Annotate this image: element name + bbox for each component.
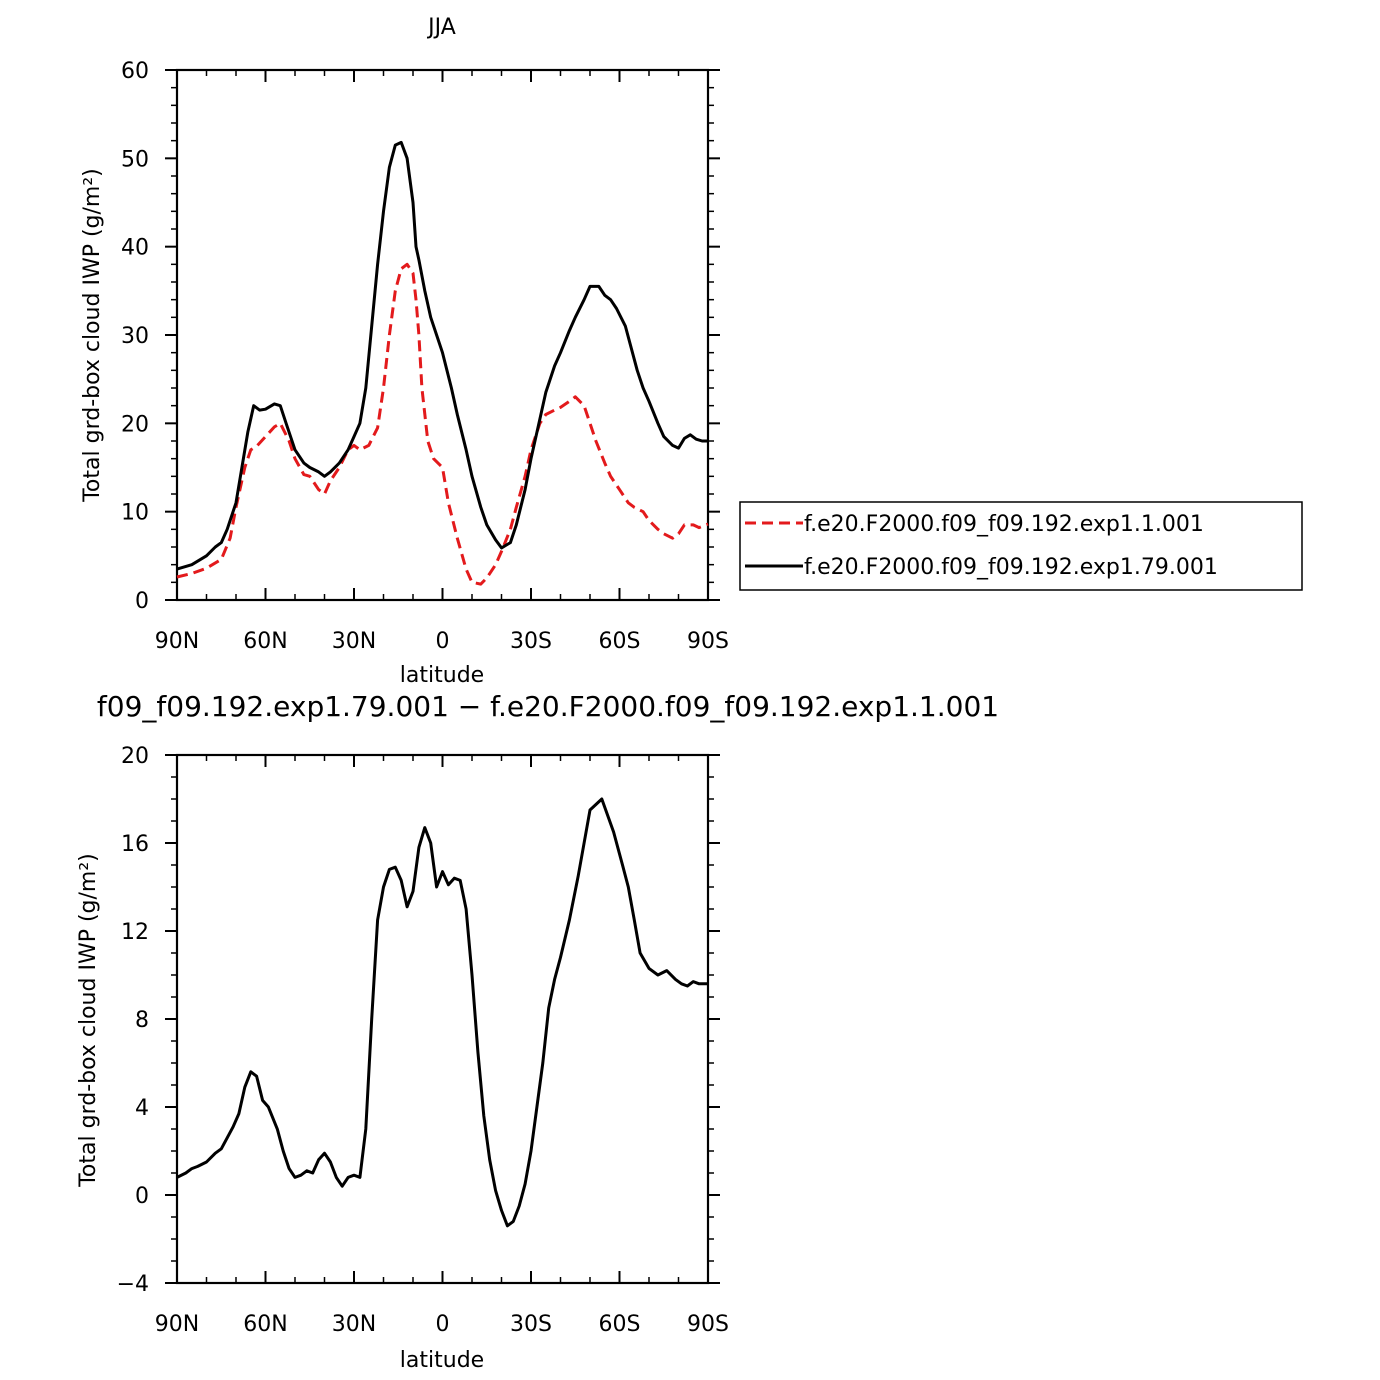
- bottom-y-axis-label: Total grd-box cloud IWP (g/m²): [76, 853, 101, 1188]
- legend: f.e20.F2000.f09_f09.192.exp1.1.001 f.e20…: [739, 501, 1303, 591]
- top-x-tick-label: 0: [436, 629, 450, 654]
- top-series-line-0: [176, 262, 709, 586]
- bottom-panel: f09_f09.192.exp1.79.001 − f.e20.F2000.f0…: [76, 690, 999, 1373]
- bottom-plot-frame: [175, 753, 710, 1285]
- legend-label-exp1-1: f.e20.F2000.f09_f09.192.exp1.1.001: [804, 512, 1204, 537]
- top-x-tick-label: 60N: [243, 629, 287, 654]
- legend-label-exp1-79: f.e20.F2000.f09_f09.192.exp1.79.001: [804, 555, 1218, 580]
- bottom-axis-ticks: 90N 60N 30N 0 30S 60S 90S −4 0 4 8 12 16 20: [117, 744, 729, 1337]
- top-y-tick-label: 40: [121, 236, 149, 261]
- bottom-y-tick-label: −4: [117, 1272, 149, 1297]
- top-y-axis-label: Total grd-box cloud IWP (g/m²): [80, 168, 105, 503]
- bottom-x-axis-label: latitude: [400, 1348, 484, 1373]
- top-series-line-1: [176, 140, 708, 571]
- top-series-lines: [176, 140, 709, 586]
- bottom-x-tick-label: 90S: [687, 1312, 729, 1337]
- top-x-tick-label: 90N: [155, 629, 199, 654]
- bottom-x-tick-label: 30N: [332, 1312, 376, 1337]
- bottom-x-tick-label: 0: [436, 1312, 450, 1337]
- top-axis-ticks: 90N 60N 30N 0 30S 60S 90S 0 10 20 30 40 50 60: [121, 59, 729, 654]
- bottom-x-tick-label: 30S: [510, 1312, 552, 1337]
- bottom-y-tick-label: 16: [121, 832, 149, 857]
- bottom-x-tick-label: 60N: [243, 1312, 287, 1337]
- top-panel: JJA 90N 60N 30N 0 30S 60S 90S 0 10 20 30 40 50 60 lat…: [80, 15, 729, 688]
- bottom-y-tick-label: 12: [121, 920, 149, 945]
- bottom-series-lines: [176, 797, 708, 1228]
- top-panel-title: JJA: [426, 15, 456, 40]
- bottom-x-tick-label: 90N: [155, 1312, 199, 1337]
- top-x-axis-label: latitude: [400, 663, 484, 688]
- top-x-tick-label: 60S: [599, 629, 641, 654]
- top-y-tick-label: 50: [121, 147, 149, 172]
- top-y-tick-label: 60: [121, 59, 149, 84]
- bottom-panel-title: f09_f09.192.exp1.79.001 − f.e20.F2000.f0…: [97, 690, 999, 723]
- top-x-tick-label: 30S: [510, 629, 552, 654]
- legend-box: [739, 501, 1303, 591]
- bottom-series-line-0: [176, 797, 708, 1228]
- top-x-tick-label: 90S: [687, 629, 729, 654]
- top-x-tick-label: 30N: [332, 629, 376, 654]
- top-y-tick-label: 20: [121, 412, 149, 437]
- bottom-y-tick-label: 8: [135, 1008, 149, 1033]
- top-y-tick-label: 30: [121, 324, 149, 349]
- bottom-x-tick-label: 60S: [599, 1312, 641, 1337]
- top-y-tick-label: 10: [121, 501, 149, 526]
- bottom-y-tick-label: 20: [121, 744, 149, 769]
- bottom-y-tick-label: 0: [135, 1184, 149, 1209]
- top-y-tick-label: 0: [135, 589, 149, 614]
- bottom-y-tick-label: 4: [135, 1096, 149, 1121]
